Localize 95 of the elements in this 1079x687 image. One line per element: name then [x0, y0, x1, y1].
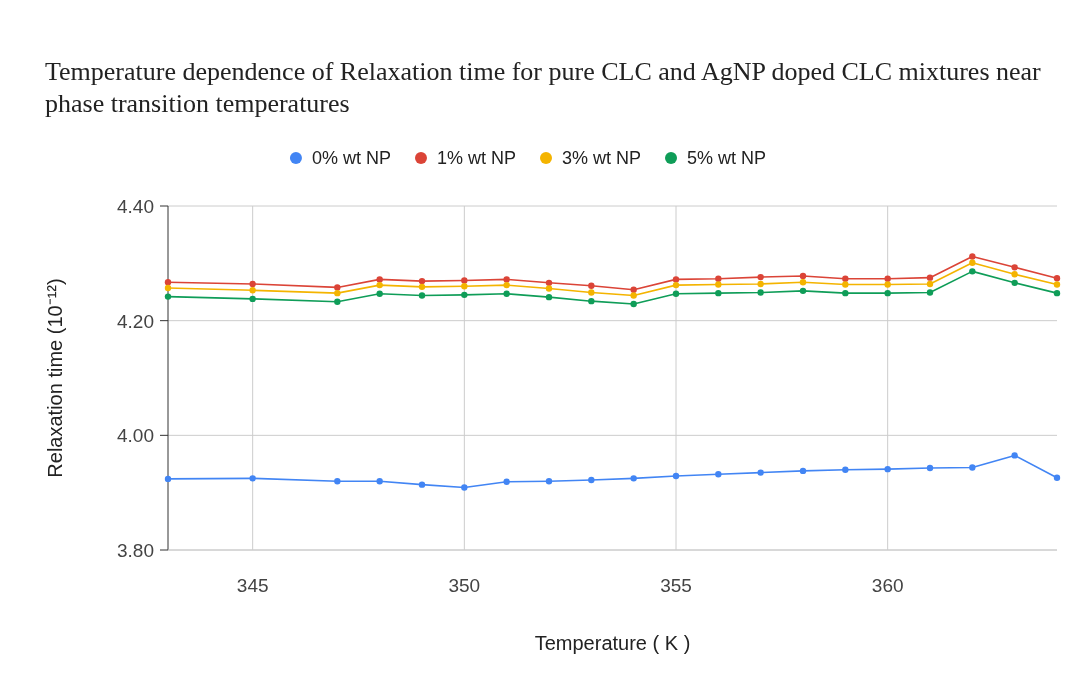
x-tick-label: 360: [871, 575, 904, 596]
point: [884, 465, 891, 473]
point: [884, 275, 891, 283]
point: [588, 282, 595, 289]
point: [588, 297, 595, 305]
point: [249, 287, 256, 294]
point: [842, 275, 849, 283]
point: [842, 466, 849, 473]
point: [545, 285, 553, 292]
point: [1011, 264, 1018, 271]
point: [926, 464, 934, 472]
y-tick-label: 4.40: [117, 196, 154, 217]
point: [1053, 289, 1061, 297]
point: [1053, 281, 1061, 288]
point: [672, 281, 680, 289]
point: [461, 484, 468, 491]
point: [545, 478, 553, 485]
point: [1053, 275, 1061, 282]
point: [884, 281, 891, 288]
point: [1011, 452, 1018, 459]
point: [334, 284, 341, 291]
point: [672, 276, 680, 283]
point: [334, 298, 341, 305]
point: [630, 475, 637, 482]
point: [1011, 279, 1018, 287]
point: [334, 478, 341, 485]
point: [249, 475, 256, 482]
point: [630, 292, 637, 299]
point: [926, 280, 934, 288]
point: [799, 272, 807, 280]
point: [418, 481, 426, 488]
point: [926, 274, 934, 281]
point: [503, 290, 510, 297]
point: [334, 289, 341, 297]
point: [715, 471, 722, 478]
point: [545, 293, 553, 301]
point: [969, 464, 976, 471]
point: [461, 277, 468, 284]
point: [630, 300, 637, 308]
point: [249, 295, 256, 303]
point: [715, 281, 722, 288]
point: [757, 273, 764, 281]
point: [376, 281, 383, 289]
legend-label: 5% wt NP: [687, 148, 767, 168]
point: [715, 289, 722, 297]
point: [842, 289, 849, 297]
point: [672, 472, 680, 480]
point: [1011, 271, 1018, 278]
point: [503, 281, 510, 289]
point: [884, 289, 891, 297]
point: [164, 279, 172, 286]
x-axis-title: Temperature ( K ): [534, 632, 691, 654]
legend-label: 1% wt NP: [436, 148, 517, 168]
point: [376, 290, 383, 297]
point: [842, 281, 849, 288]
point: [164, 284, 172, 292]
point: [969, 268, 976, 275]
point: [376, 478, 383, 485]
point: [545, 279, 553, 287]
point: [588, 289, 595, 296]
x-tick-label: 355: [660, 575, 692, 596]
x-tick-label: 350: [448, 575, 481, 596]
y-tick-label: 4.20: [117, 310, 154, 332]
point: [503, 478, 510, 485]
point: [503, 276, 510, 283]
point: [418, 292, 426, 299]
point: [164, 475, 172, 483]
point: [164, 293, 172, 300]
point: [630, 286, 637, 293]
point: [969, 259, 976, 266]
point: [249, 280, 256, 288]
point: [1053, 474, 1061, 481]
x-tick-label: 345: [236, 575, 269, 596]
point: [757, 469, 764, 476]
legend-label: 0% wt NP: [311, 148, 391, 168]
point: [672, 290, 680, 297]
point: [926, 289, 934, 296]
y-tick-label: 4.00: [117, 425, 154, 447]
point: [969, 253, 976, 260]
point: [757, 289, 764, 296]
point: [418, 277, 426, 285]
point: [418, 283, 426, 291]
point: [799, 279, 807, 286]
point: [588, 476, 595, 484]
point: [715, 275, 722, 283]
legend-label: 3% wt NP: [562, 148, 642, 168]
point: [461, 291, 468, 299]
point: [799, 467, 807, 475]
y-axis-title: Relaxation time (10⁻¹²): [44, 278, 66, 478]
chart-title: Temperature dependence of Relaxation time for pure CLC and AgNP doped CLC mixtures near phase transition temperatures: [45, 57, 1042, 118]
point: [376, 276, 383, 283]
point: [757, 280, 764, 288]
point: [799, 287, 807, 295]
y-tick-label: 3.80: [117, 540, 154, 561]
point: [461, 283, 468, 290]
